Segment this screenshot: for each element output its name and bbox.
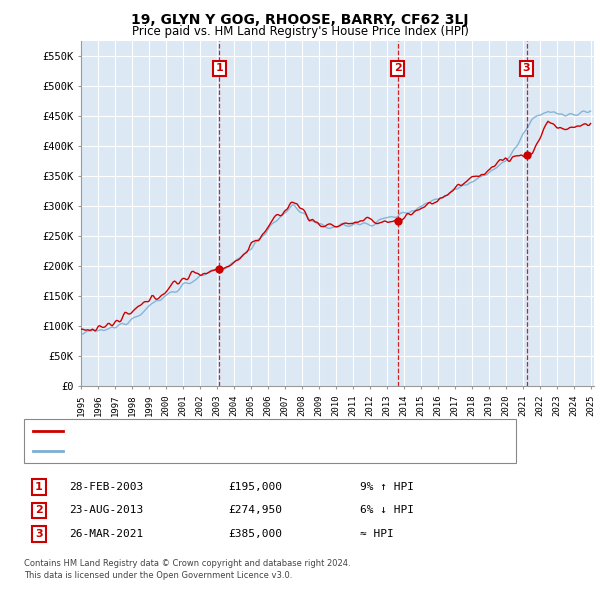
Text: 2: 2 (35, 506, 43, 515)
Text: ≈ HPI: ≈ HPI (360, 529, 394, 539)
Text: Price paid vs. HM Land Registry's House Price Index (HPI): Price paid vs. HM Land Registry's House … (131, 25, 469, 38)
Text: 26-MAR-2021: 26-MAR-2021 (69, 529, 143, 539)
Text: 1: 1 (35, 482, 43, 491)
Text: 3: 3 (523, 63, 530, 73)
Text: 6% ↓ HPI: 6% ↓ HPI (360, 506, 414, 515)
Text: HPI: Average price, detached house, Vale of Glamorgan: HPI: Average price, detached house, Vale… (69, 446, 387, 455)
Text: Contains HM Land Registry data © Crown copyright and database right 2024.
This d: Contains HM Land Registry data © Crown c… (24, 559, 350, 580)
Text: £274,950: £274,950 (228, 506, 282, 515)
Text: 3: 3 (35, 529, 43, 539)
Text: 1: 1 (215, 63, 223, 73)
Text: 2: 2 (394, 63, 401, 73)
Text: 19, GLYN Y GOG, RHOOSE, BARRY, CF62 3LJ (detached house): 19, GLYN Y GOG, RHOOSE, BARRY, CF62 3LJ … (69, 427, 405, 436)
Text: 23-AUG-2013: 23-AUG-2013 (69, 506, 143, 515)
Text: £195,000: £195,000 (228, 482, 282, 491)
Text: £385,000: £385,000 (228, 529, 282, 539)
Text: 28-FEB-2003: 28-FEB-2003 (69, 482, 143, 491)
Text: 19, GLYN Y GOG, RHOOSE, BARRY, CF62 3LJ: 19, GLYN Y GOG, RHOOSE, BARRY, CF62 3LJ (131, 13, 469, 27)
Text: 9% ↑ HPI: 9% ↑ HPI (360, 482, 414, 491)
